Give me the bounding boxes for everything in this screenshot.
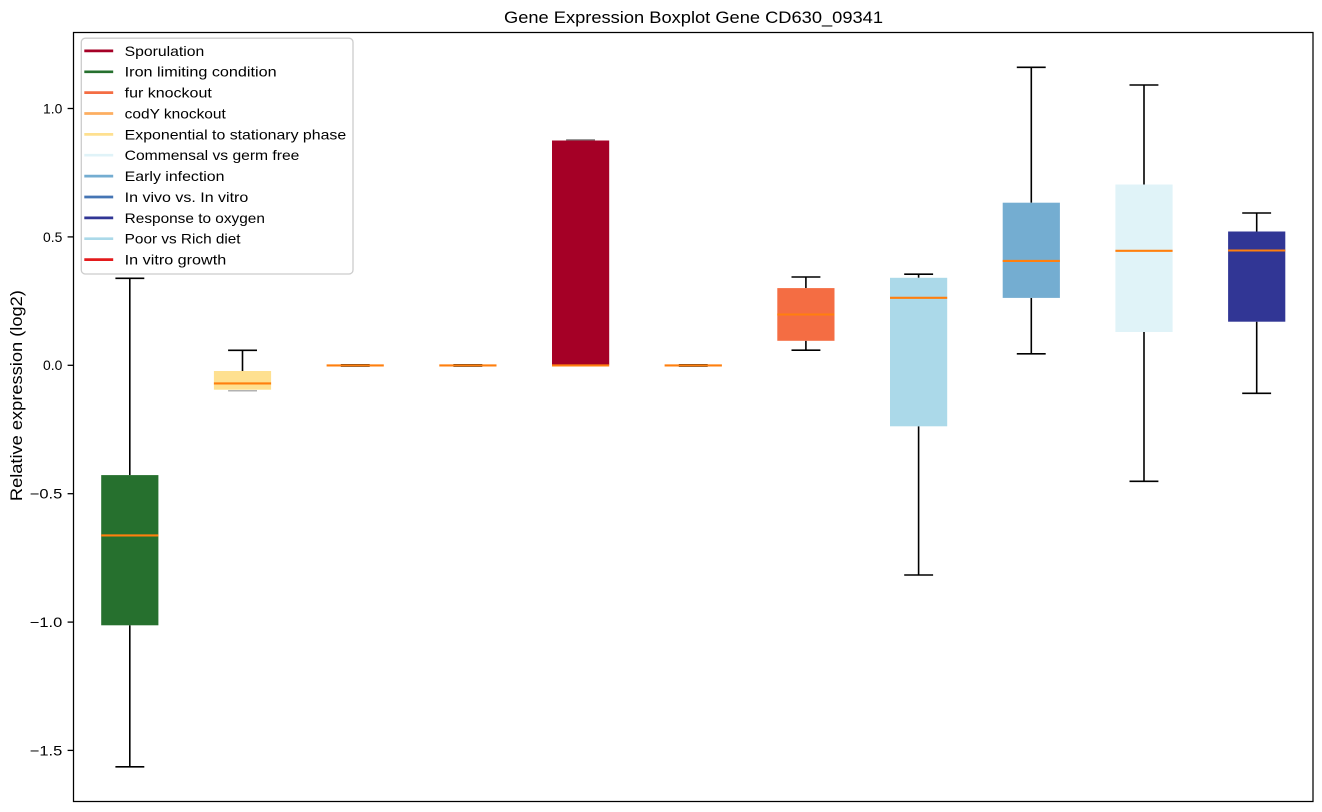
svg-text:Gene Expression Boxplot Gene C: Gene Expression Boxplot Gene CD630_09341 (504, 8, 883, 27)
svg-text:Poor vs Rich diet: Poor vs Rich diet (125, 231, 241, 247)
svg-text:In vivo vs. In vitro: In vivo vs. In vitro (125, 189, 249, 205)
svg-text:−1.5: −1.5 (30, 742, 63, 758)
svg-text:0.5: 0.5 (43, 229, 63, 245)
svg-text:Commensal vs germ free: Commensal vs germ free (125, 147, 300, 163)
svg-text:−1.0: −1.0 (30, 614, 63, 630)
svg-text:Response to oxygen: Response to oxygen (125, 210, 265, 226)
svg-text:fur knockout: fur knockout (125, 85, 212, 101)
svg-text:1.0: 1.0 (43, 100, 63, 116)
svg-text:Sporulation: Sporulation (125, 43, 205, 59)
svg-text:Early infection: Early infection (125, 168, 225, 184)
svg-text:−0.5: −0.5 (30, 486, 63, 502)
svg-text:Iron limiting condition: Iron limiting condition (125, 64, 277, 80)
svg-text:In vitro growth: In vitro growth (125, 252, 227, 268)
svg-text:Exponential to stationary phas: Exponential to stationary phase (125, 126, 347, 142)
svg-text:codY knockout: codY knockout (125, 105, 226, 121)
svg-text:Relative expression (log2): Relative expression (log2) (7, 290, 26, 501)
svg-text:0.0: 0.0 (43, 357, 63, 373)
